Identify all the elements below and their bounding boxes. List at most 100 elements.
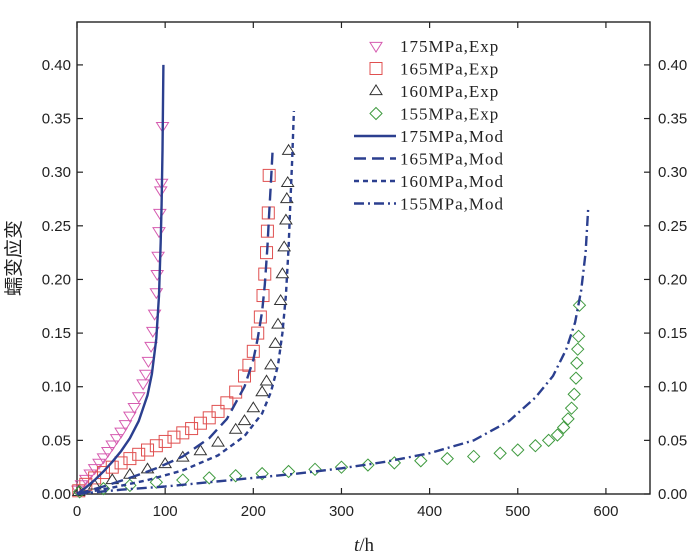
y-tick-label-left: 0.10 <box>42 379 71 396</box>
data-point-marker <box>277 240 292 252</box>
y-tick-label-left: 0.20 <box>42 271 71 288</box>
data-point-marker <box>572 298 587 312</box>
series-layer <box>70 64 590 499</box>
data-point-marker <box>229 385 243 399</box>
data-point-marker <box>571 329 586 344</box>
data-point-marker <box>211 435 225 447</box>
data-point-marker <box>176 473 190 487</box>
y-tick-label-left: 0.05 <box>42 432 71 449</box>
data-point-marker <box>114 427 128 439</box>
legend-item-155mpa-exp: 155MPa,Exp <box>369 105 498 124</box>
data-point-marker <box>440 451 454 466</box>
x-tick-label: 400 <box>417 503 442 520</box>
legend-label: 175MPa,Exp <box>400 37 499 56</box>
data-point-marker <box>141 443 155 457</box>
data-point-marker <box>361 458 375 472</box>
series-line <box>76 64 165 495</box>
data-point-marker <box>167 430 181 444</box>
data-point-marker <box>246 401 261 413</box>
data-point-marker <box>88 471 102 485</box>
legend: 175MPa,Exp 165MPa,Exp 160MPa,Exp 155MPa,Exp… <box>354 37 504 214</box>
data-point-marker <box>493 446 507 460</box>
series-line <box>76 110 296 496</box>
legend-label: 165MPa,Exp <box>400 60 499 79</box>
data-point-marker <box>158 434 172 448</box>
y-tick-label-right: 0.35 <box>658 111 687 128</box>
data-point-marker <box>556 420 571 435</box>
legend-label: 155MPa,Mod <box>400 195 504 214</box>
data-point-marker <box>466 449 481 464</box>
x-axis-title-unit: /h <box>359 535 374 556</box>
data-point-marker <box>511 443 525 457</box>
data-point-marker <box>255 466 269 481</box>
data-point-marker <box>122 411 137 423</box>
data-point-marker <box>275 267 290 279</box>
x-tick-label: 100 <box>153 503 178 520</box>
data-point-marker <box>83 469 98 481</box>
data-point-marker <box>561 412 575 426</box>
data-point-marker <box>92 458 106 470</box>
data-point-marker <box>273 293 288 306</box>
plot-frame <box>76 21 651 495</box>
x-tick-label: 500 <box>505 503 530 520</box>
legend-item-165mpa-mod: 165MPa,Mod <box>354 150 503 169</box>
legend-item-165mpa-exp: 165MPa,Exp <box>369 60 499 79</box>
data-point-marker <box>114 456 128 470</box>
data-point-marker <box>281 143 296 155</box>
legend-item-160mpa-exp: 160MPa,Exp <box>369 82 499 101</box>
data-point-marker <box>176 426 190 440</box>
data-point-marker <box>369 41 383 53</box>
data-point-marker <box>271 317 285 329</box>
data-point-marker <box>118 420 133 432</box>
x-tick-label: 200 <box>241 503 266 520</box>
series-165mpa-exp <box>72 168 276 498</box>
series-175mpa-mod <box>76 64 165 495</box>
y-tick-label-right: 0.25 <box>658 218 687 235</box>
data-point-marker <box>138 369 153 381</box>
data-point-marker <box>228 422 243 434</box>
data-point-marker <box>528 439 543 453</box>
data-point-marker <box>262 168 276 182</box>
data-point-marker <box>255 385 270 397</box>
y-tick-label-left: 0.00 <box>42 486 71 503</box>
data-point-marker <box>149 288 164 300</box>
data-point-marker <box>193 444 208 456</box>
legend-label: 160MPa,Exp <box>400 82 499 101</box>
y-tick-label-right: 0.20 <box>658 271 687 288</box>
x-axis-title-var: t <box>354 535 360 556</box>
series-155mpa-mod <box>76 206 590 496</box>
y-tick-label-right: 0.15 <box>658 325 687 342</box>
data-point-marker <box>185 422 199 436</box>
data-point-marker <box>369 62 383 75</box>
tick-labels: 0 100 200 300 400 500 600 0.00 0.00 0.05 0.05 0.10 0… <box>42 57 687 520</box>
y-tick-label-left: 0.15 <box>42 325 71 342</box>
data-point-marker <box>211 404 225 418</box>
series-line <box>76 148 274 496</box>
data-point-marker <box>96 453 111 465</box>
data-point-marker <box>228 469 243 483</box>
data-point-marker <box>131 392 146 404</box>
legend-label: 160MPa,Mod <box>400 172 504 191</box>
data-point-marker <box>369 106 383 121</box>
y-axis-title: 蠕变应变 <box>3 220 25 296</box>
data-point-marker <box>237 414 252 426</box>
tick-marks <box>76 22 650 495</box>
data-point-marker <box>259 374 274 386</box>
data-point-marker <box>123 452 137 466</box>
data-point-marker <box>261 206 275 220</box>
x-tick-label: 0 <box>73 503 81 520</box>
data-point-marker <box>127 403 142 415</box>
y-tick-label-left: 0.40 <box>42 57 71 74</box>
data-point-marker <box>334 460 349 474</box>
y-tick-label-right: 0.00 <box>658 486 687 503</box>
legend-item-160mpa-mod: 160MPa,Mod <box>354 172 504 191</box>
y-tick-label-left: 0.35 <box>42 111 71 128</box>
data-point-marker <box>220 396 234 410</box>
data-point-marker <box>541 433 556 448</box>
data-point-marker <box>237 369 251 383</box>
data-point-marker <box>175 450 190 462</box>
data-point-marker <box>264 358 278 370</box>
series-155mpa-exp <box>72 298 587 499</box>
series-165mpa-mod <box>76 148 274 496</box>
data-point-marker <box>152 227 166 239</box>
